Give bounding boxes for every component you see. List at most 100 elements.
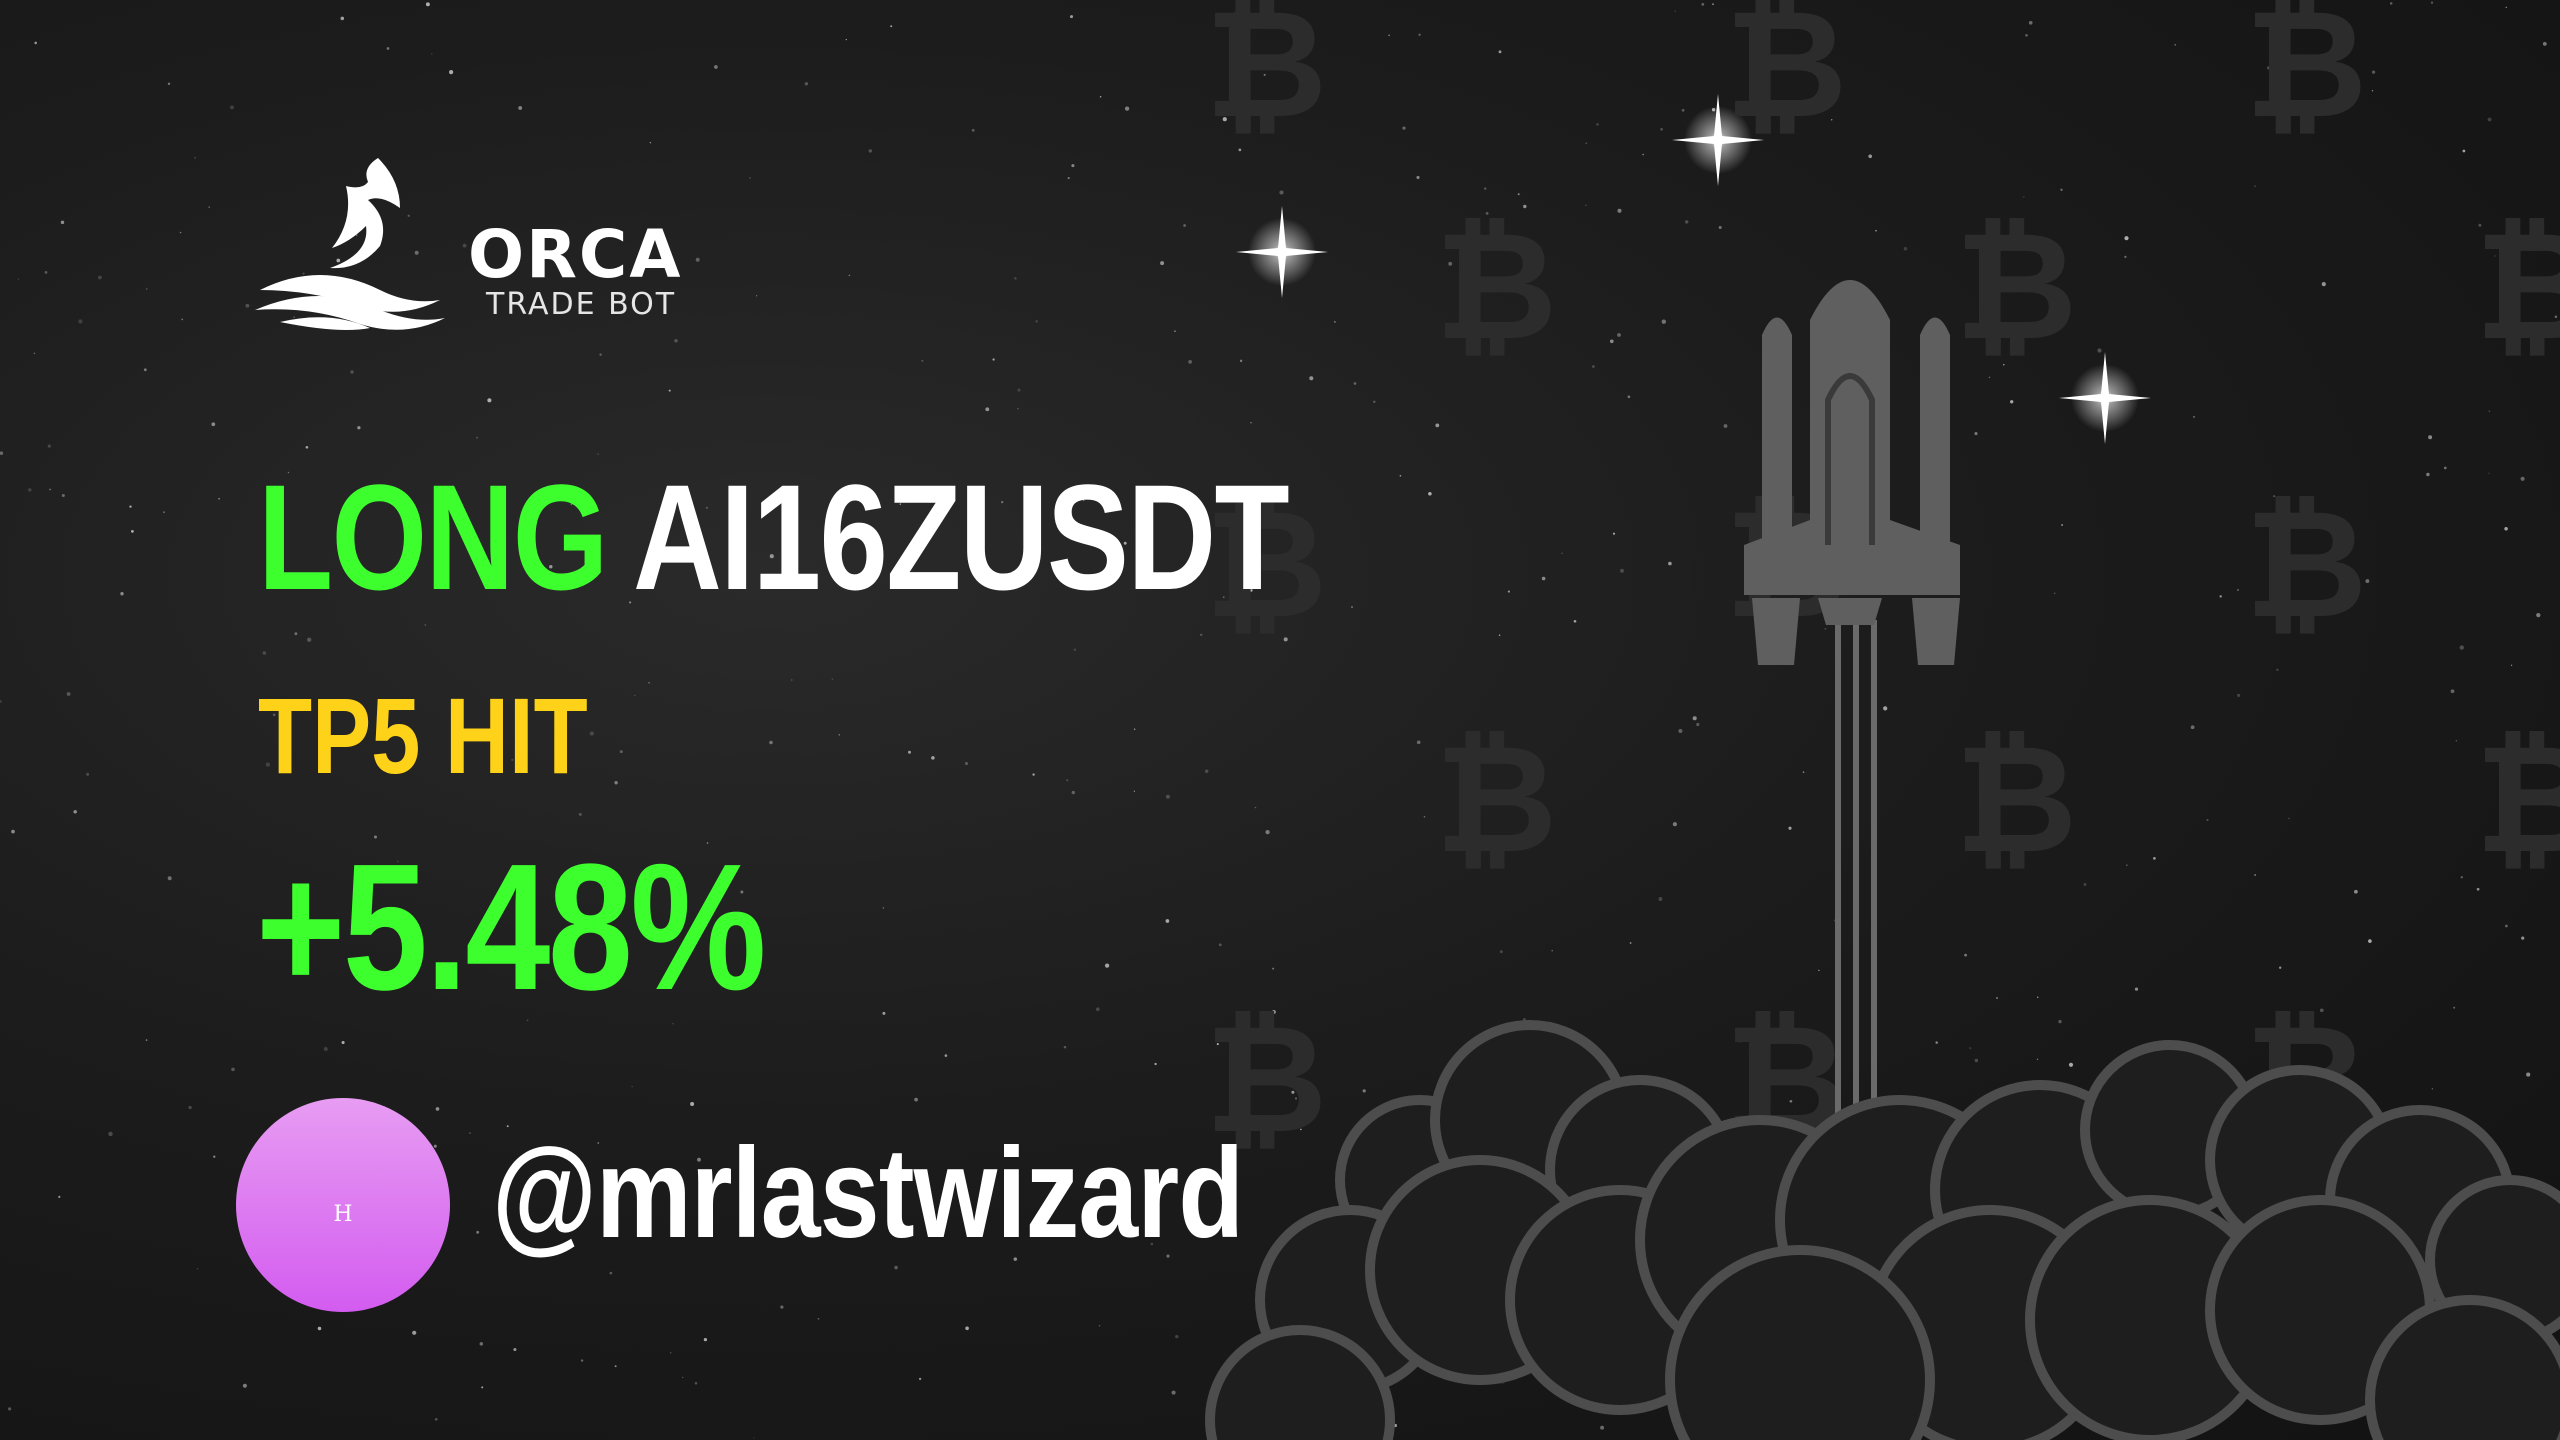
bitcoin-symbol-icon: ₿ xyxy=(2245,478,2368,652)
star xyxy=(2459,645,2464,650)
smoke-clouds xyxy=(1205,1020,2560,1440)
star xyxy=(412,1330,417,1335)
star xyxy=(245,303,250,308)
sparkle-icon xyxy=(2059,352,2151,444)
star xyxy=(526,1019,529,1022)
star xyxy=(1071,790,1075,795)
star xyxy=(307,637,312,642)
star xyxy=(2354,889,2358,894)
star xyxy=(1592,365,1595,368)
star xyxy=(769,740,773,745)
star xyxy=(350,370,354,374)
star xyxy=(1788,826,1792,830)
star xyxy=(589,731,594,736)
profit-percent: +5.48% xyxy=(256,827,766,1028)
star xyxy=(790,679,793,681)
avatar: H xyxy=(236,1098,450,1312)
star xyxy=(1254,806,1257,809)
star xyxy=(882,907,885,909)
star xyxy=(86,772,90,776)
star xyxy=(804,82,809,86)
star xyxy=(2510,664,2513,666)
star xyxy=(831,678,834,680)
star xyxy=(1428,492,1432,496)
star xyxy=(1099,95,1102,98)
star xyxy=(1416,740,1421,745)
star xyxy=(2025,33,2028,37)
star xyxy=(1701,3,1705,6)
star xyxy=(1523,204,1527,209)
star xyxy=(769,554,774,559)
bitcoin-symbol-icon: ₿ xyxy=(2475,713,2560,887)
star xyxy=(506,1125,509,1128)
signal-pair: AI16ZUSDT xyxy=(632,453,1290,621)
star xyxy=(1600,1425,1605,1430)
star xyxy=(2237,589,2239,591)
star xyxy=(1969,1047,1972,1050)
star xyxy=(145,288,148,290)
star xyxy=(476,939,479,942)
star xyxy=(1541,576,1546,581)
star xyxy=(2237,693,2241,697)
star xyxy=(614,1365,617,1368)
star xyxy=(1073,648,1077,651)
star xyxy=(2478,223,2482,227)
star xyxy=(549,565,553,569)
star xyxy=(1291,1090,1295,1094)
brand-name: ORCA xyxy=(468,216,683,293)
star xyxy=(386,47,390,50)
star xyxy=(918,1377,922,1381)
star xyxy=(1222,117,1227,122)
star xyxy=(674,339,678,343)
star xyxy=(694,1381,698,1385)
star xyxy=(1272,967,1275,970)
star xyxy=(2254,874,2256,876)
star xyxy=(340,16,345,21)
star xyxy=(890,25,893,28)
star xyxy=(1416,175,1420,180)
star xyxy=(1001,500,1004,504)
star xyxy=(1098,1324,1101,1327)
star xyxy=(695,257,700,262)
star xyxy=(1223,596,1225,598)
star xyxy=(1573,619,1577,623)
star xyxy=(181,318,184,321)
star xyxy=(1609,339,1614,344)
star xyxy=(2003,363,2005,366)
star xyxy=(211,422,216,427)
star xyxy=(1402,126,1406,130)
star xyxy=(1678,728,1683,734)
star xyxy=(2153,857,2156,860)
star xyxy=(1165,794,1170,799)
star xyxy=(882,1011,886,1015)
star xyxy=(1551,949,1553,952)
star xyxy=(1627,395,1631,399)
star xyxy=(397,860,399,863)
star xyxy=(580,1359,584,1362)
star xyxy=(1133,790,1136,792)
star xyxy=(931,756,935,760)
star xyxy=(1868,154,1873,159)
star xyxy=(921,359,924,362)
orca-logo: ORCA TRADE BOT xyxy=(250,150,690,340)
star xyxy=(868,149,872,153)
star xyxy=(908,750,911,754)
star xyxy=(424,624,427,626)
star xyxy=(2174,44,2176,46)
star xyxy=(1303,593,1308,598)
star xyxy=(648,681,650,684)
star xyxy=(2254,185,2256,187)
star xyxy=(44,271,48,274)
star xyxy=(1171,1390,1176,1395)
star xyxy=(2022,195,2025,198)
sparkle-icon xyxy=(1672,94,1764,186)
star xyxy=(11,829,15,834)
star xyxy=(705,506,709,509)
star xyxy=(476,437,478,439)
star xyxy=(2288,817,2290,820)
star xyxy=(1692,716,1697,721)
star xyxy=(0,451,4,455)
star xyxy=(629,601,632,604)
star xyxy=(1334,321,1336,323)
